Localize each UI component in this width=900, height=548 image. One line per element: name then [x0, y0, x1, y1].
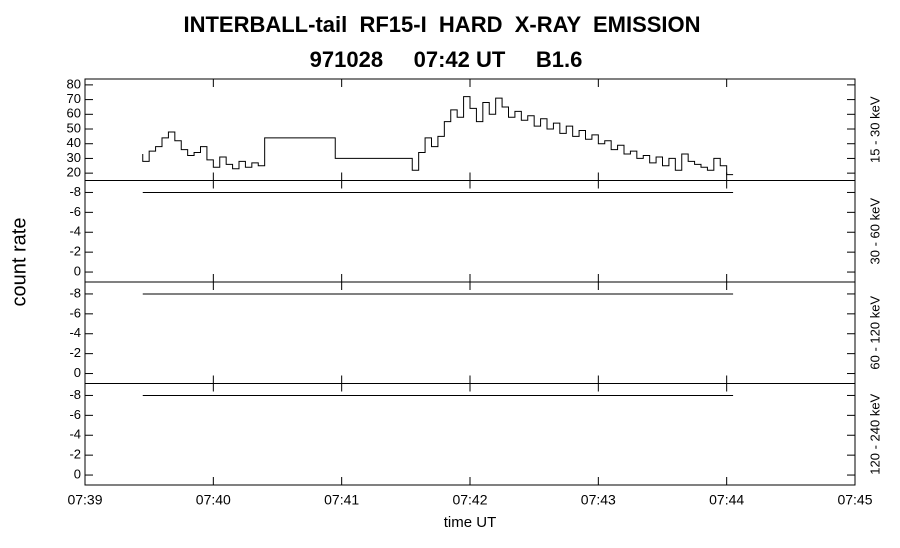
y-tick-label: 70 [67, 91, 81, 106]
y-tick-label: 30 [67, 150, 81, 165]
x-tick-label: 07:42 [452, 492, 487, 508]
y-tick-label: 0 [74, 263, 81, 278]
x-tick-label: 07:41 [324, 492, 359, 508]
y-tick-label: -4 [69, 427, 81, 442]
y-tick-label: -6 [69, 305, 81, 320]
panel-frame [84, 383, 856, 486]
y-tick-label: 0 [74, 365, 81, 380]
y-tick-label: 80 [67, 76, 81, 91]
panel-label: 120 - 240 keV [867, 393, 882, 474]
y-tick-label: 60 [67, 106, 81, 121]
y-tick-label: -8 [69, 184, 81, 199]
panel-frame [84, 78, 856, 181]
chart-title: INTERBALL-tail RF15-I HARD X-RAY EMISSIO… [183, 12, 700, 37]
data-line [142, 96, 734, 176]
x-tick-label: 07:43 [581, 492, 616, 508]
panel-frame [84, 180, 856, 283]
x-tick-label: 07:44 [709, 492, 744, 508]
x-tick-label: 07:39 [67, 492, 102, 508]
x-tick-label: 07:45 [837, 492, 872, 508]
y-tick-label: -8 [69, 387, 81, 402]
y-tick-label: -2 [69, 345, 81, 360]
y-axis-label: count rate [8, 218, 30, 307]
y-tick-label: 0 [74, 466, 81, 481]
y-tick-label: 50 [67, 120, 81, 135]
y-tick-label: 20 [67, 165, 81, 180]
y-tick-label: -8 [69, 285, 81, 300]
y-tick-label: 40 [67, 135, 81, 150]
chart-subtitle: 971028 07:42 UT B1.6 [310, 47, 583, 72]
y-tick-label: -2 [69, 244, 81, 259]
x-tick-label: 07:40 [196, 492, 231, 508]
y-tick-label: -2 [69, 447, 81, 462]
panel-frame [84, 281, 856, 384]
y-tick-label: -4 [69, 224, 81, 239]
x-axis-label: time UT [444, 514, 497, 531]
y-tick-label: -6 [69, 407, 81, 422]
panel-label: 30 - 60 keV [867, 198, 882, 265]
panel-label: 60 - 120 keV [867, 296, 882, 370]
y-tick-label: -6 [69, 204, 81, 219]
panel-label: 15 - 30 keV [867, 96, 882, 163]
y-tick-label: -4 [69, 325, 81, 340]
